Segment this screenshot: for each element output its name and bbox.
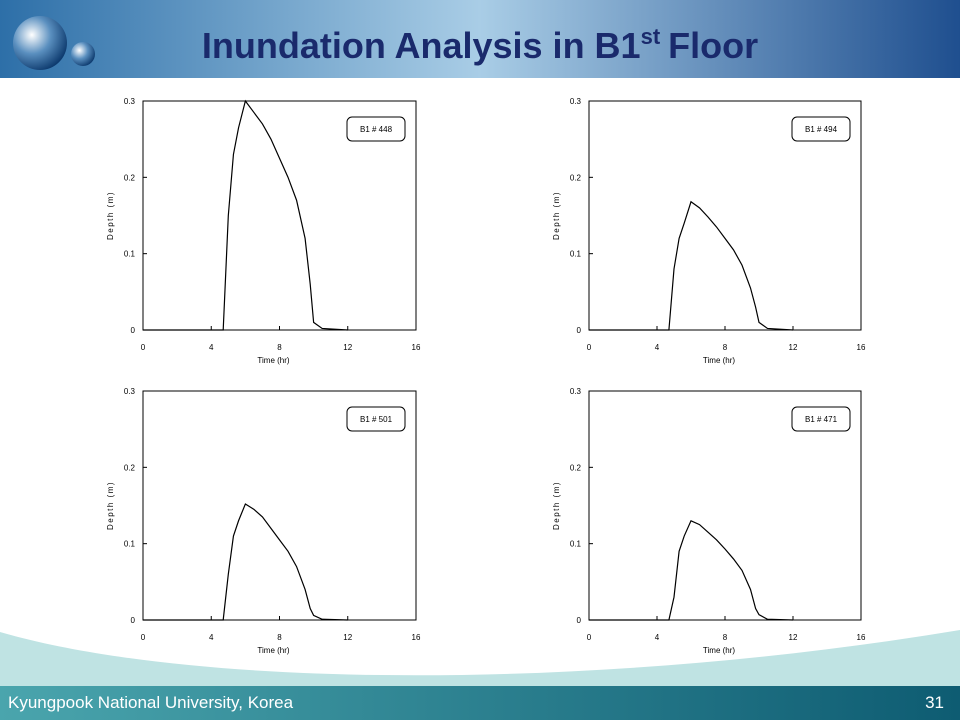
footer-band: [0, 686, 960, 720]
y-axis-label: Depth (m): [106, 481, 115, 530]
title-main: Inundation Analysis in B1: [202, 25, 641, 66]
x-tick-label: 8: [723, 633, 728, 642]
legend-label: B1 # 448: [360, 125, 393, 134]
data-line: [143, 503, 348, 621]
footer-text: Kyungpook National University, Korea: [8, 693, 294, 712]
x-axis-label: Time (hr): [703, 646, 735, 655]
legend-box: [346, 116, 406, 142]
x-tick-label: 4: [209, 633, 214, 642]
y-tick-label: 0: [577, 326, 582, 335]
legend-box: [791, 116, 851, 142]
x-tick-label: 4: [209, 343, 214, 352]
x-tick-label: 8: [277, 633, 282, 642]
x-tick-label: 16: [857, 633, 866, 642]
title-sup: st: [641, 24, 661, 49]
x-tick-label: 8: [277, 343, 282, 352]
header-band: [0, 0, 960, 78]
legend-label: B1 # 471: [805, 415, 838, 424]
y-tick-label: 0.2: [124, 463, 136, 472]
x-tick-label: 12: [343, 343, 352, 352]
x-tick-label: 8: [723, 343, 728, 352]
x-tick-label: 12: [789, 343, 798, 352]
y-tick-label: 0.3: [124, 387, 136, 396]
x-axis-label: Time (hr): [257, 646, 289, 655]
y-axis-label: Depth (m): [106, 191, 115, 240]
x-axis-label: Time (hr): [257, 356, 289, 365]
logo-ball: [13, 16, 67, 70]
data-line: [589, 200, 794, 331]
legend-box: [346, 406, 406, 432]
x-axis-label: Time (hr): [703, 356, 735, 365]
x-tick-label: 0: [141, 343, 146, 352]
y-tick-label: 0.2: [124, 173, 136, 182]
slide-title: Inundation Analysis in B1st Floor: [202, 24, 758, 66]
y-axis-label: Depth (m): [552, 191, 561, 240]
y-tick-label: 0.3: [570, 97, 582, 106]
x-tick-label: 12: [343, 633, 352, 642]
y-tick-label: 0: [131, 326, 136, 335]
y-tick-label: 0.1: [124, 540, 136, 549]
title-end: Floor: [668, 25, 758, 66]
y-tick-label: 0.1: [570, 250, 582, 259]
legend-label: B1 # 501: [360, 415, 393, 424]
y-tick-label: 0.1: [570, 540, 582, 549]
x-tick-label: 0: [141, 633, 146, 642]
data-line: [143, 99, 348, 331]
y-axis-label: Depth (m): [552, 481, 561, 530]
x-tick-label: 0: [587, 633, 592, 642]
legend-box: [791, 406, 851, 432]
page-number: 31: [925, 693, 944, 712]
y-tick-label: 0.2: [570, 173, 582, 182]
x-tick-label: 16: [412, 633, 421, 642]
y-tick-label: 0: [577, 616, 582, 625]
logo-ball: [71, 42, 95, 66]
y-tick-label: 0.1: [124, 250, 136, 259]
legend-label: B1 # 494: [805, 125, 838, 134]
x-tick-label: 16: [857, 343, 866, 352]
y-tick-label: 0.3: [124, 97, 136, 106]
y-tick-label: 0.3: [570, 387, 582, 396]
y-tick-label: 0: [131, 616, 136, 625]
x-tick-label: 4: [655, 633, 660, 642]
x-tick-label: 16: [412, 343, 421, 352]
bottom-swoosh: [0, 630, 960, 690]
x-tick-label: 0: [587, 343, 592, 352]
x-tick-label: 12: [789, 633, 798, 642]
y-tick-label: 0.2: [570, 463, 582, 472]
data-line: [589, 519, 794, 621]
x-tick-label: 4: [655, 343, 660, 352]
